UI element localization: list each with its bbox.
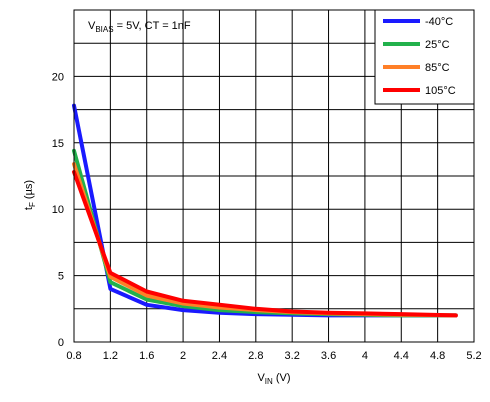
grid-lines (74, 10, 474, 342)
x-tick-label: 4.8 (430, 350, 445, 362)
annotation-main: V (88, 20, 96, 32)
legend-label: 105°C (425, 85, 456, 97)
x-tick-labels: 0.8 1.2 1.6 2 2.4 2.8 3.2 3.6 4 4.4 4.8 5.2 (66, 350, 481, 362)
annotation-sub: BIAS (95, 25, 113, 34)
y-axis-title: tF (µs) (23, 180, 37, 210)
series-line (72, 170, 458, 318)
x-tick-label: 5.2 (466, 350, 481, 362)
y-tick-label: 10 (52, 204, 64, 216)
x-tick-label: 3.6 (321, 350, 336, 362)
annotation-rest: = 5V, CT = 1nF (114, 20, 191, 32)
x-tick-label: 0.8 (66, 350, 81, 362)
legend-label: 85°C (425, 62, 450, 74)
ylabel-rest: (µs) (23, 180, 35, 202)
x-axis-title: VIN (V) (257, 372, 290, 386)
series-lines (72, 103, 458, 318)
legend: -40°C 25°C 85°C 105°C (374, 9, 475, 105)
x-tick-label: 4.4 (394, 350, 409, 362)
legend-label: 25°C (425, 39, 450, 51)
y-tick-label: 20 (52, 71, 64, 83)
x-tick-label: 2.4 (212, 350, 227, 362)
xlabel-sub: IN (265, 377, 273, 386)
y-tick-label: 5 (58, 271, 64, 283)
series-line (72, 148, 458, 318)
chart-annotation: VBIAS = 5V, CT = 1nF (88, 20, 191, 34)
y-tick-label: 0 (58, 337, 64, 349)
legend-label: -40°C (425, 16, 453, 28)
y-tick-labels: 0 5 10 15 20 (52, 71, 64, 349)
x-tick-label: 4 (362, 350, 368, 362)
ylabel-sub: F (28, 202, 37, 207)
plot-frame (73, 9, 475, 343)
x-tick-label: 2 (180, 350, 186, 362)
xlabel-main: V (257, 372, 265, 384)
y-tick-label: 15 (52, 138, 64, 150)
x-tick-label: 2.8 (248, 350, 263, 362)
x-tick-label: 3.2 (285, 350, 300, 362)
x-tick-label: 1.2 (103, 350, 118, 362)
x-tick-label: 1.6 (139, 350, 154, 362)
ylabel-main: t (23, 207, 35, 210)
xlabel-rest: (V) (273, 372, 291, 384)
